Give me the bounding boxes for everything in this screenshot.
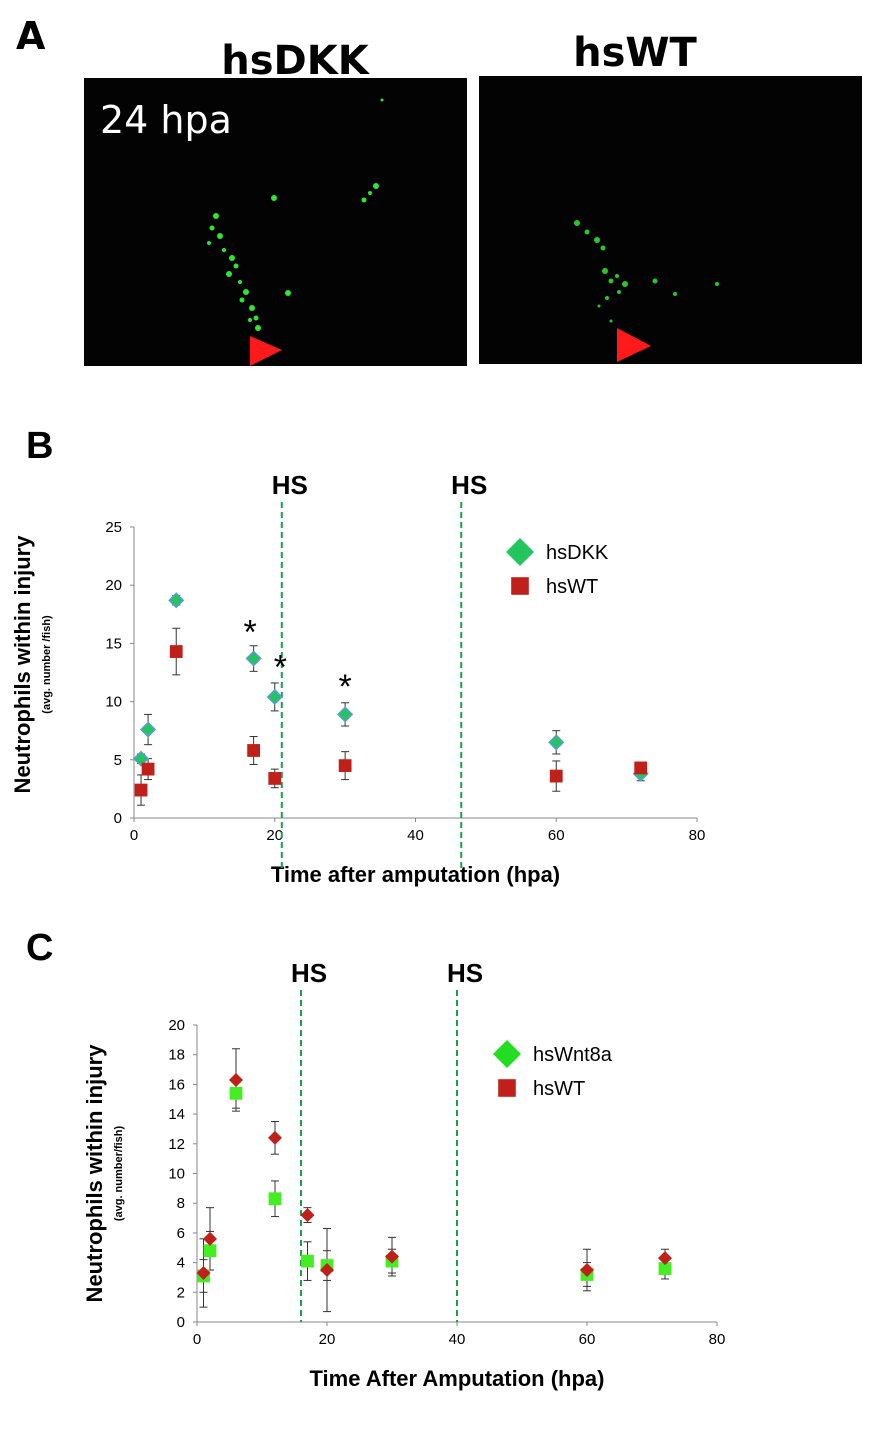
y-axis-label: Neutrophils within injury <box>10 535 35 794</box>
fluorescence-hswt <box>574 220 719 362</box>
x-tick-label: 80 <box>689 827 706 844</box>
data-point-hswt <box>300 1208 315 1223</box>
y-tick-label: 15 <box>105 635 122 652</box>
x-tick-label: 20 <box>266 827 283 844</box>
x-tick-label: 0 <box>130 827 138 844</box>
data-point-hsdkk <box>168 592 185 609</box>
data-point-hswnt8a <box>203 1244 217 1258</box>
x-tick-label: 80 <box>709 1331 726 1348</box>
panel-letter-c: C <box>26 927 53 969</box>
x-tick-label: 60 <box>548 827 565 844</box>
x-axis-label: Time after amputation (hpa) <box>271 862 560 887</box>
data-point-hswt <box>268 1130 282 1145</box>
y-tick-label: 0 <box>114 810 122 827</box>
y-tick-label: 10 <box>105 694 122 711</box>
data-point-hswt <box>268 772 282 785</box>
data-point-hswnt8a <box>658 1262 672 1275</box>
data-point-hswt <box>385 1249 399 1264</box>
data-point-hsdkk <box>245 650 262 667</box>
data-point-hswnt8a <box>268 1192 282 1206</box>
data-point-hsdkk <box>132 750 150 767</box>
y-tick-label: 0 <box>177 1314 185 1331</box>
legend-label-hswt: hsWT <box>546 576 598 598</box>
hs-label: HS <box>291 958 327 988</box>
legend-marker-hswnt8a <box>493 1040 521 1068</box>
significance-asterisk: * <box>244 613 257 651</box>
y-axis-sublabel: (avg. number /fish) <box>41 615 53 714</box>
legend-label-hsdkk: hsDKK <box>546 542 609 564</box>
x-tick-label: 40 <box>407 827 424 844</box>
data-point-hswt <box>134 783 148 797</box>
legend-label-hswt: hsWT <box>533 1078 585 1100</box>
data-point-hswt <box>229 1072 243 1087</box>
legend-marker-hswt <box>511 577 529 595</box>
micro-title-hsdkk: hsDKK <box>221 38 369 84</box>
x-tick-label: 20 <box>319 1331 336 1348</box>
data-point-hswnt8a <box>229 1086 243 1100</box>
significance-asterisk: * <box>339 668 352 706</box>
y-tick-label: 12 <box>168 1136 185 1153</box>
data-point-hswt <box>141 762 155 776</box>
y-tick-label: 4 <box>177 1255 185 1272</box>
data-point-hswt <box>549 769 563 783</box>
hs-label: HS <box>451 470 487 500</box>
hs-label: HS <box>447 958 483 988</box>
data-point-hsdkk <box>266 688 283 706</box>
data-point-hswt <box>658 1251 672 1266</box>
data-point-hswt <box>203 1231 217 1246</box>
x-axis-label: Time After Amputation (hpa) <box>310 1366 605 1391</box>
data-point-hswnt8a <box>301 1254 314 1268</box>
y-tick-label: 8 <box>177 1195 185 1212</box>
chart-c: C 0 20 40 60 80 0 2 4 6 8 10 12 14 16 18 20 Time After Am… <box>26 927 726 1391</box>
data-point-hswt <box>338 759 352 773</box>
micro-title-hswt: hsWT <box>573 30 697 76</box>
legend-marker-hsdkk <box>506 538 534 566</box>
injury-arrowhead <box>617 328 651 362</box>
y-tick-label: 25 <box>105 519 122 536</box>
data-point-hsdkk <box>337 706 354 723</box>
timepoint-label: 24 hpa <box>100 98 232 142</box>
x-tick-label: 40 <box>449 1331 466 1348</box>
y-tick-label: 20 <box>168 1017 185 1034</box>
panel-letter-a: A <box>16 14 46 58</box>
data-point-hswt <box>320 1263 334 1278</box>
micrograph-hsdkk: 24 hpa <box>84 78 467 366</box>
y-tick-label: 18 <box>168 1047 185 1064</box>
y-tick-label: 5 <box>114 752 122 769</box>
hs-label: HS <box>272 470 308 500</box>
significance-asterisk: * <box>274 648 287 686</box>
legend-marker-hswt <box>498 1079 516 1097</box>
data-point-hswt <box>580 1263 594 1278</box>
data-point-hswt <box>196 1265 211 1280</box>
y-tick-label: 20 <box>105 577 122 594</box>
micrograph-hswt <box>479 76 862 364</box>
data-point-hswt <box>247 744 261 757</box>
y-axis-sublabel: (avg. number/fish) <box>113 1125 125 1221</box>
y-tick-label: 6 <box>177 1225 185 1242</box>
data-point-hsdkk <box>548 734 565 751</box>
y-tick-label: 16 <box>168 1076 185 1093</box>
chart-b: B 0 20 40 60 80 0 5 10 15 20 25 Time after amputatio… <box>10 425 706 887</box>
y-tick-label: 2 <box>177 1284 185 1301</box>
panel-letter-b: B <box>26 425 53 467</box>
data-point-hswt <box>634 761 648 775</box>
injury-arrowhead <box>250 336 282 366</box>
x-tick-label: 60 <box>579 1331 596 1348</box>
y-tick-label: 10 <box>168 1166 185 1183</box>
y-axis-label: Neutrophils within injury <box>82 1044 107 1303</box>
data-point-hswt <box>169 645 183 658</box>
y-tick-label: 14 <box>168 1106 185 1123</box>
legend-label-hswnt8a: hsWnt8a <box>533 1044 613 1066</box>
fluorescence-hsdkk <box>207 98 384 366</box>
x-tick-label: 0 <box>193 1331 201 1348</box>
data-point-hsdkk <box>140 721 157 738</box>
